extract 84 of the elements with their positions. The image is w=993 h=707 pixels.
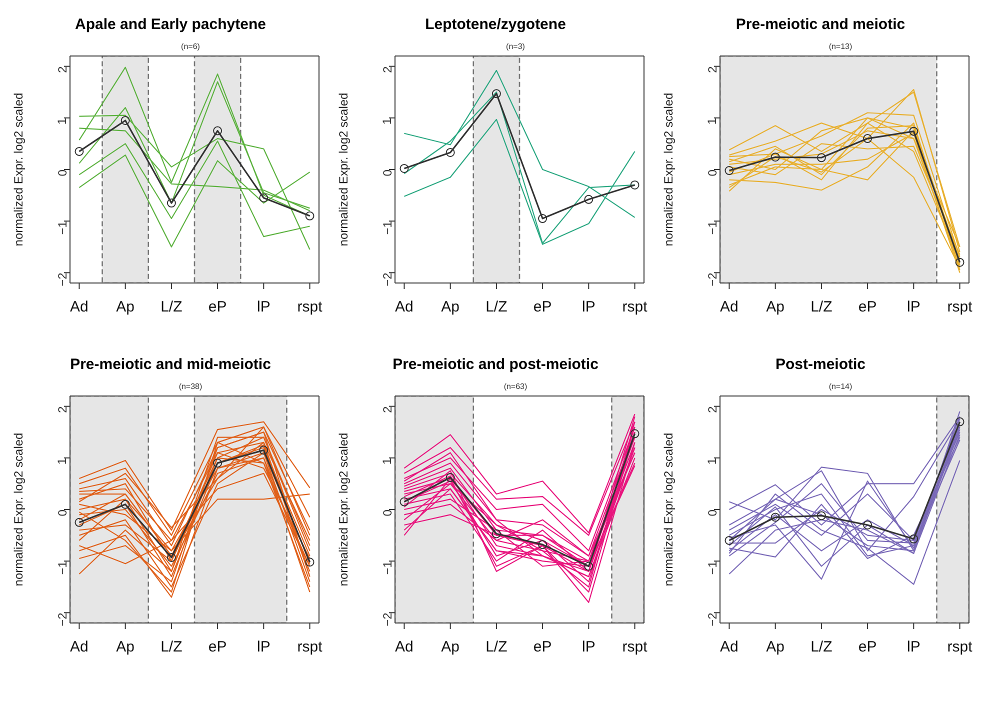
x-tick-label: lP bbox=[906, 638, 920, 656]
x-tick-label: Ad bbox=[70, 638, 88, 656]
x-tick-label: L/Z bbox=[160, 298, 182, 316]
y-tick-label: 2 bbox=[380, 66, 394, 74]
y-axis-title: normalized Expr. log2 scaled bbox=[336, 432, 350, 586]
y-tick-label: −2 bbox=[380, 272, 394, 286]
x-tick-label: rspt bbox=[947, 638, 974, 656]
text: (n=3) bbox=[505, 42, 526, 51]
x-tick-label: lP bbox=[906, 298, 920, 316]
text: (n=14) bbox=[828, 382, 854, 391]
y-tick-label: 1 bbox=[380, 118, 394, 125]
y-axis-title: normalized Expr. log2 scaled bbox=[11, 92, 26, 246]
chart-title: Pre-meiotic and meiotic bbox=[734, 15, 906, 35]
y-tick-label: −2 bbox=[55, 272, 70, 286]
y-tick-label: 1 bbox=[380, 458, 394, 465]
chart-title: Pre-meiotic and post-meiotic bbox=[392, 355, 600, 375]
y-tick-label: 2 bbox=[705, 406, 720, 414]
y-axis-title: normalized Expr. log2 scaled bbox=[661, 432, 676, 586]
x-tick-label: Ad bbox=[70, 298, 88, 316]
x-tick-label: eP bbox=[533, 638, 552, 656]
text: (n=13) bbox=[828, 42, 854, 51]
x-tick-label: Ad bbox=[720, 638, 738, 656]
x-tick-label: eP bbox=[858, 298, 877, 316]
text: (n=63) bbox=[502, 382, 528, 391]
y-tick-label: −1 bbox=[705, 560, 720, 575]
y-tick-label: 2 bbox=[705, 66, 720, 74]
y-tick-label: 0 bbox=[380, 509, 394, 516]
x-tick-label: Ap bbox=[441, 638, 460, 656]
y-tick-label: 0 bbox=[705, 169, 720, 176]
x-tick-label: Ad bbox=[395, 298, 414, 316]
y-tick-label: 2 bbox=[55, 66, 70, 74]
x-tick-label: lP bbox=[256, 638, 270, 656]
x-tick-label: rspt bbox=[297, 638, 324, 656]
x-tick-label: Ap bbox=[116, 298, 135, 316]
x-tick-label: Ad bbox=[720, 298, 738, 316]
y-tick-label: −1 bbox=[380, 560, 394, 575]
x-tick-label: L/Z bbox=[810, 298, 832, 316]
text: (n=6) bbox=[180, 42, 201, 51]
chart-title: Apale and Early pachytene bbox=[74, 15, 267, 35]
x-tick-label: L/Z bbox=[486, 298, 508, 316]
x-tick-label: rspt bbox=[947, 298, 974, 316]
y-tick-label: 1 bbox=[705, 458, 720, 465]
y-tick-label: −1 bbox=[55, 560, 70, 575]
chart-title: Pre-meiotic and mid-meiotic bbox=[69, 355, 272, 375]
x-tick-label: eP bbox=[208, 298, 227, 316]
y-tick-label: −2 bbox=[705, 272, 720, 286]
chart-title: Leptotene/zygotene bbox=[424, 15, 567, 35]
x-tick-label: lP bbox=[582, 638, 596, 656]
x-tick-label: lP bbox=[256, 298, 270, 316]
y-tick-label: 1 bbox=[55, 118, 70, 125]
x-tick-label: L/Z bbox=[160, 638, 182, 656]
y-tick-label: −2 bbox=[55, 612, 70, 626]
x-tick-label: L/Z bbox=[810, 638, 832, 656]
x-tick-label: eP bbox=[208, 638, 227, 656]
y-tick-label: 0 bbox=[380, 169, 394, 176]
y-tick-label: 2 bbox=[55, 406, 70, 414]
x-tick-label: Ad bbox=[395, 638, 414, 656]
x-tick-label: rspt bbox=[622, 638, 648, 656]
x-tick-label: Ap bbox=[766, 298, 785, 316]
x-tick-label: Ap bbox=[116, 638, 135, 656]
x-tick-label: Ap bbox=[441, 298, 460, 316]
y-tick-label: 1 bbox=[55, 458, 70, 465]
x-tick-label: eP bbox=[858, 638, 877, 656]
chart-title: Post-meiotic bbox=[774, 355, 866, 375]
x-tick-label: Ap bbox=[766, 638, 785, 656]
y-tick-label: −1 bbox=[705, 220, 720, 235]
text: (n=38) bbox=[178, 382, 204, 391]
y-tick-label: −1 bbox=[55, 220, 70, 235]
y-tick-label: 1 bbox=[705, 118, 720, 125]
y-tick-label: 0 bbox=[55, 509, 70, 516]
y-tick-label: 0 bbox=[705, 509, 720, 516]
x-tick-label: lP bbox=[582, 298, 596, 316]
y-axis-title: normalized Expr. log2 scaled bbox=[336, 92, 350, 246]
x-tick-label: eP bbox=[533, 298, 552, 316]
x-tick-label: rspt bbox=[297, 298, 324, 316]
y-tick-label: −2 bbox=[380, 612, 394, 626]
y-tick-label: 2 bbox=[380, 406, 394, 414]
y-tick-label: 0 bbox=[55, 169, 70, 176]
y-tick-label: −2 bbox=[705, 612, 720, 626]
y-axis-title: normalized Expr. log2 scaled bbox=[661, 92, 676, 246]
y-tick-label: −1 bbox=[380, 220, 394, 235]
x-tick-label: L/Z bbox=[486, 638, 508, 656]
x-tick-label: rspt bbox=[622, 298, 648, 316]
y-axis-title: normalized Expr. log2 scaled bbox=[11, 432, 26, 586]
